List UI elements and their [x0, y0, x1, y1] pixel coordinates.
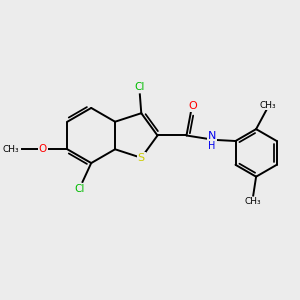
Text: O: O	[188, 101, 197, 111]
Text: Cl: Cl	[74, 184, 85, 194]
Text: S: S	[138, 153, 145, 163]
Text: Cl: Cl	[135, 82, 145, 92]
Text: CH₃: CH₃	[245, 197, 262, 206]
Text: H: H	[208, 141, 215, 151]
Text: O: O	[39, 144, 47, 154]
Text: CH₃: CH₃	[3, 145, 20, 154]
Text: CH₃: CH₃	[260, 100, 276, 109]
Text: N: N	[208, 131, 216, 141]
